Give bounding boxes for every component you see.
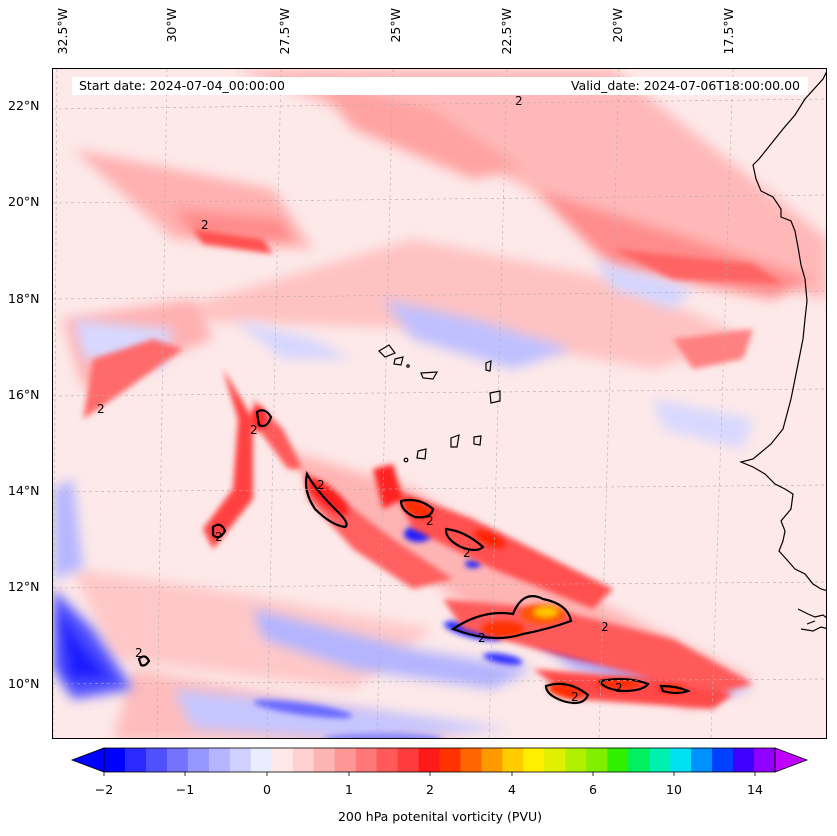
info-bar (72, 77, 808, 95)
colorbar-tick-label: 10 (666, 782, 682, 797)
colorbar-tick-label: 6 (589, 782, 597, 797)
contour-label: 2 (135, 646, 143, 660)
pv-2-contours (137, 409, 691, 705)
colorbar-cell (250, 748, 273, 772)
colorbar-cell (754, 748, 776, 772)
colorbar-cell (397, 748, 420, 772)
coastline-detail (797, 608, 826, 632)
start-date-label: Start date: 2024-07-04_00:00:00 (79, 78, 285, 93)
colorbar-cell (712, 748, 734, 772)
contour-label: 2 (478, 631, 486, 645)
colorbar-tick-label: −1 (175, 782, 195, 797)
lat-label: 20°N (8, 194, 40, 209)
colorbar-cell (104, 748, 126, 772)
colorbar-tick-label: 4 (508, 782, 516, 797)
colorbar-cell (733, 748, 755, 772)
colorbar-cell (502, 748, 524, 772)
contour-label: 2 (215, 530, 223, 544)
colorbar-tick-marks (103, 772, 756, 776)
colorbar-cell (481, 748, 503, 772)
colorbar-cell (292, 748, 315, 772)
map-panel: 2 2 2 2 2 2 2 2 2 2 2 2 2 (52, 68, 827, 739)
colorbar-cell (544, 748, 566, 772)
colorbar-cell (649, 748, 671, 772)
contour-label: 2 (571, 690, 579, 704)
lat-label: 12°N (8, 579, 40, 594)
contour-label: 2 (317, 478, 325, 492)
colorbar-cell (418, 748, 440, 772)
colorbar-cell (439, 748, 461, 772)
colorbar-over-arrow (774, 747, 809, 773)
contour-label: 2 (463, 546, 471, 560)
contour-label: 2 (601, 620, 609, 634)
colorbar-cell (628, 748, 650, 772)
coastline (739, 71, 826, 592)
contour-label: 2 (97, 402, 105, 416)
colorbar-cell (229, 748, 252, 772)
colorbar-cell (523, 748, 545, 772)
colorbar-cell (586, 748, 608, 772)
contour-label: 2 (615, 681, 623, 695)
colorbar-cell (187, 748, 210, 772)
colorbar-frame (103, 747, 776, 773)
colorbar-tick-label: 14 (747, 782, 763, 797)
colorbar-cell (334, 748, 357, 772)
colorbar-cell (313, 748, 336, 772)
colorbar-cell (271, 748, 294, 772)
colorbar-cell (376, 748, 399, 772)
colorbar-tick-label: 0 (263, 782, 271, 797)
colorbar-tick-label: 1 (345, 782, 353, 797)
colorbar-cell (460, 748, 482, 772)
colorbar-cell (355, 748, 378, 772)
colorbar-cell (670, 748, 692, 772)
colorbar-cell (124, 748, 147, 772)
pv-field-map: 2 2 2 2 2 2 2 2 2 2 2 2 2 (53, 69, 826, 738)
colorbar-cell (166, 748, 189, 772)
colorbar-cell (145, 748, 168, 772)
lat-label: 14°N (8, 483, 40, 498)
colorbar-tick-label: 2 (426, 782, 434, 797)
colorbar-cell (691, 748, 713, 772)
contour-label: 2 (250, 423, 258, 437)
contour-label: 2 (515, 94, 523, 108)
colorbar-tick-label: −2 (94, 782, 114, 797)
lat-label: 18°N (8, 291, 40, 306)
lat-label: 16°N (8, 387, 40, 402)
colorbar-under-arrow (70, 747, 105, 773)
colorbar-label: 200 hPa potenital vorticity (PVU) (337, 809, 543, 824)
lat-label: 10°N (8, 676, 40, 691)
contour-label: 2 (201, 218, 209, 232)
islands (378, 344, 501, 463)
colorbar-cell (565, 748, 587, 772)
colorbar-cell (607, 748, 629, 772)
lat-label: 22°N (8, 98, 40, 113)
colorbar-cells (104, 748, 776, 772)
contour-labels: 2 2 2 2 2 2 2 2 2 2 2 2 2 (97, 94, 623, 704)
valid-date-label: Valid_date: 2024-07-06T18:00:00.00 (570, 78, 800, 93)
contour-label: 2 (426, 514, 434, 528)
graticule (53, 69, 826, 738)
colorbar-cell (208, 748, 231, 772)
pv-high-cores (250, 407, 685, 699)
